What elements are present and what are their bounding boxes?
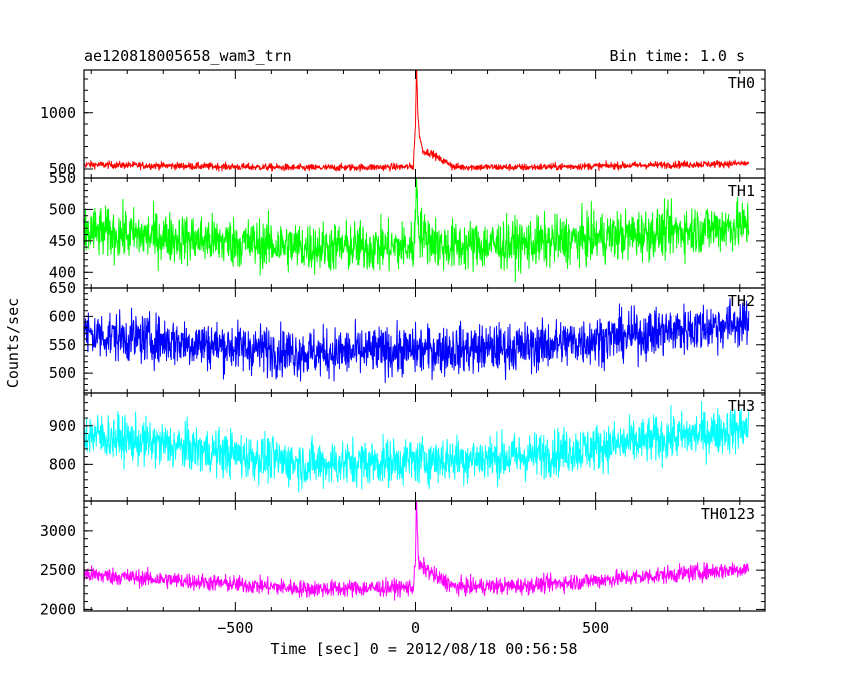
panel-th0: 500 1000 TH0 [40,69,766,179]
y-tick-label: 450 [49,232,76,250]
panel-th2: 500 550 600 650 TH2 [49,279,766,394]
y-tick-label: 3000 [40,522,76,540]
bin-time-label: Bin time: 1.0 s [610,47,745,65]
y-tick-label: 900 [49,417,76,435]
panel-th3: 800 900 TH3 [49,392,766,502]
y-tick-label: 500 [49,160,76,178]
y-tick-label: 600 [49,307,76,325]
y-tick-label: 2000 [40,600,76,618]
panel-name-label: TH0123 [701,505,755,523]
panels-group: 5001000TH0400450500550TH1500550600650TH2… [40,69,766,637]
y-tick-label: 800 [49,455,76,473]
series-line-th2 [84,295,750,384]
x-tick-label: −500 [217,619,253,637]
y-tick-label: 500 [49,200,76,218]
chart-title: ae120818005658_wam3_trn [84,47,292,65]
y-tick-label: 550 [49,169,76,187]
x-tick-label: 500 [582,619,609,637]
panel-th0123: 2000 2500 3000 TH0123 [40,500,766,618]
series-line-th3 [84,400,750,493]
y-axis-label: Counts/sec [4,298,22,388]
x-tick-label: 0 [411,619,420,637]
series-line-th0 [84,70,750,172]
panel-name-label: TH1 [728,182,755,200]
panel-name-label: TH2 [728,292,755,310]
y-tick-label: 2500 [40,561,76,579]
panel-name-label: TH0 [728,74,755,92]
y-tick-label: 650 [49,279,76,297]
y-tick-label: 500 [49,364,76,382]
y-tick-label: 400 [49,263,76,281]
y-tick-label: 1000 [40,104,76,122]
panel-name-label: TH3 [728,397,755,415]
panel-frame [83,500,766,612]
x-axis-label: Time [sec] 0 = 2012/08/18 00:56:58 [270,640,577,658]
panel-frame [83,69,766,179]
series-line-th1 [84,178,750,283]
panel-th1: 400 450 500 550 TH1 [49,169,766,289]
y-tick-label: 550 [49,336,76,354]
series-line-th0123 [84,501,750,601]
